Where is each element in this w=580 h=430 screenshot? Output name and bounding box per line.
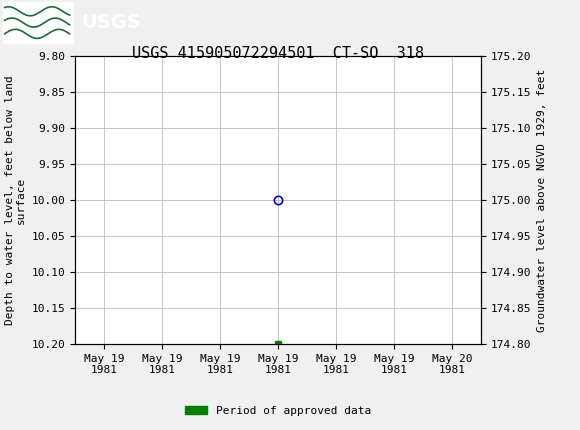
Text: USGS: USGS	[81, 13, 141, 32]
FancyBboxPatch shape	[3, 2, 72, 43]
Y-axis label: Depth to water level, feet below land
surface: Depth to water level, feet below land su…	[5, 75, 26, 325]
Legend: Period of approved data: Period of approved data	[181, 401, 376, 420]
Y-axis label: Groundwater level above NGVD 1929, feet: Groundwater level above NGVD 1929, feet	[537, 68, 547, 332]
Text: USGS 415905072294501  CT-SO  318: USGS 415905072294501 CT-SO 318	[132, 46, 425, 61]
